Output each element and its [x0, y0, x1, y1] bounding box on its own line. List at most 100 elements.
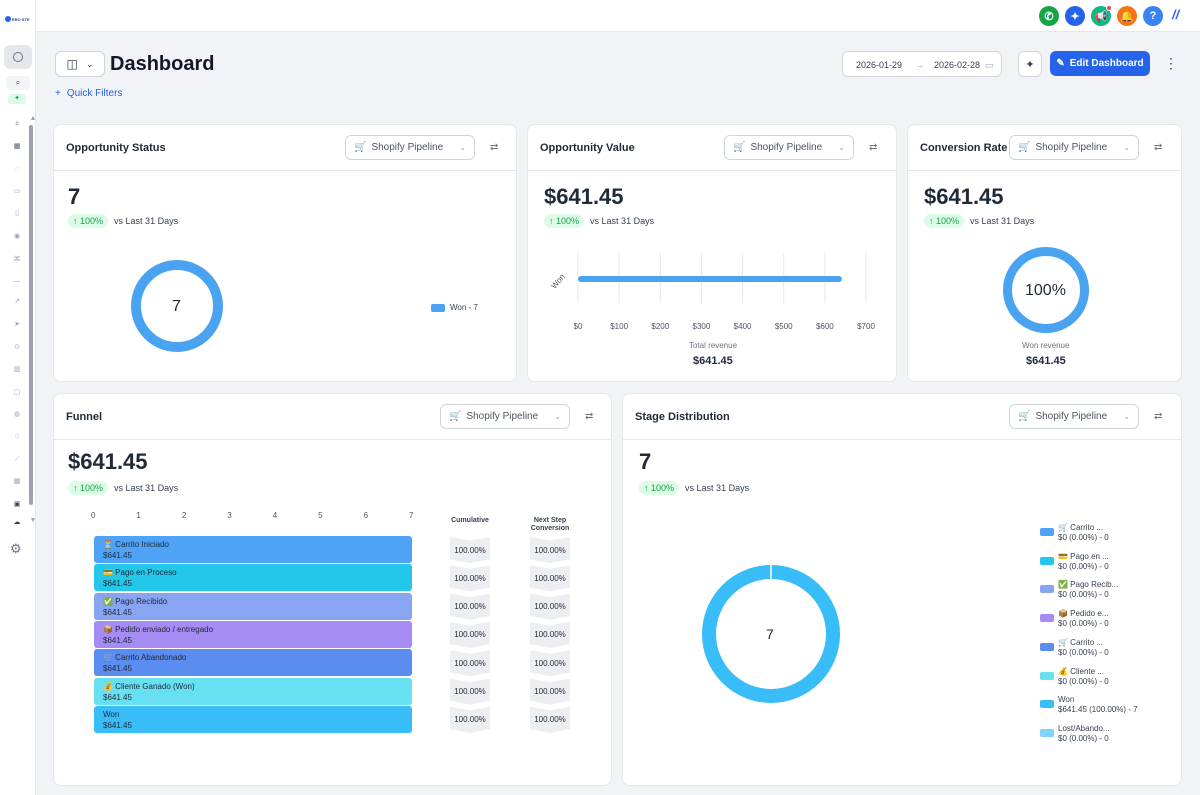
legend-item[interactable]: 💳 Pago en ... $0 (0.00%) - 0: [1040, 552, 1170, 574]
pipeline-select[interactable]: 🛒 Shopify Pipeline ⌄: [1009, 404, 1139, 429]
gear-icon[interactable]: ⚙: [10, 541, 22, 556]
memberships-icon[interactable]: ▥: [13, 366, 21, 373]
star-icon[interactable]: ☆: [13, 433, 21, 440]
sites-icon[interactable]: ⊙: [14, 344, 20, 351]
funnel-stage-bar[interactable]: 💳 Pago en Proceso $641.45: [94, 564, 412, 592]
pipeline-select[interactable]: 🛒 Shopify Pipeline ⌄: [1009, 135, 1139, 160]
opportunity-value-card: Opportunity Value 🛒 Shopify Pipeline ⌄ ⇄ $…: [527, 124, 897, 382]
dashboard-icon[interactable]: ▦: [13, 143, 21, 150]
calendar-icon[interactable]: ▭: [13, 188, 21, 195]
next-step-conversion-value: 100.00%: [530, 678, 570, 705]
funnel-stage-bar[interactable]: 📦 Pedido enviado / entregado $641.45: [94, 620, 412, 648]
pipeline-select[interactable]: 🛒 Shopify Pipeline ⌄: [724, 135, 854, 160]
help-icon[interactable]: ?: [1143, 6, 1163, 26]
magic-icon[interactable]: ✦: [1065, 6, 1085, 26]
legend-value: $0 (0.00%) - 0: [1058, 733, 1109, 743]
legend-item[interactable]: ✅ Pago Recib... $0 (0.00%) - 0: [1040, 580, 1170, 602]
funnel-stage-bar[interactable]: 💰 Cliente Ganado (Won) $641.45: [94, 677, 412, 705]
reputation-icon[interactable]: ◍: [13, 411, 21, 418]
legend-label: Won: [1058, 695, 1075, 705]
marketing-icon[interactable]: ↗: [14, 298, 20, 305]
x-tick-label: $600: [816, 322, 834, 331]
legend-item-won[interactable]: Won - 7: [431, 303, 478, 312]
legend-swatch: [431, 303, 445, 312]
contacts-icon[interactable]: ▯: [15, 210, 19, 217]
sidebar-scrollbar[interactable]: [29, 125, 33, 505]
next-step-conversion-value: 100.00%: [530, 621, 570, 648]
legend-item[interactable]: 📦 Pedido e... $0 (0.00%) - 0: [1040, 609, 1170, 631]
edit-dashboard-button[interactable]: ✎ Edit Dashboard: [1050, 51, 1150, 76]
quick-filters-label: Quick Filters: [66, 88, 123, 99]
donut-center-value: 100%: [1025, 282, 1066, 299]
legend-item[interactable]: 💰 Cliente ... $0 (0.00%) - 0: [1040, 667, 1170, 689]
filter-settings-icon[interactable]: ⇄: [1154, 142, 1163, 153]
conversations-icon[interactable]: ◌: [14, 166, 20, 173]
funnel-x-tick: 4: [272, 511, 278, 520]
app-marketplace-icon[interactable]: ▦: [13, 478, 21, 485]
funnel-stage-value: $641.45: [103, 635, 132, 645]
trend-label: vs Last 31 Days: [114, 216, 179, 226]
cumulative-value: 100.00%: [450, 565, 490, 592]
scroll-down-icon[interactable]: ▼: [29, 517, 37, 524]
funnel-x-tick: 6: [363, 511, 369, 520]
pipeline-select-value: Shopify Pipeline: [750, 142, 823, 153]
magic-wand-button[interactable]: ✦: [1018, 51, 1042, 77]
calendar-icon: ▭: [985, 60, 994, 70]
cloud-icon[interactable]: ☁: [13, 519, 21, 526]
rss-icon[interactable]: ▣: [13, 501, 21, 508]
cumulative-value: 100.00%: [450, 593, 490, 620]
bell-icon[interactable]: 🔔: [1117, 6, 1137, 26]
cart-icon: 🛒: [1018, 142, 1031, 153]
funnel-x-tick: 1: [136, 511, 141, 520]
funnel-stage-bar[interactable]: 🛒 Carrito Abandonado $641.45: [94, 649, 412, 677]
chevron-down-icon: ⌄: [838, 143, 845, 152]
trend-badge: ↑ 100%: [68, 214, 109, 228]
quick-filters-link[interactable]: + Quick Filters: [55, 88, 122, 99]
date-range-picker[interactable]: 2026-01-29 → 2026-02-28 ▭: [842, 51, 1002, 77]
legend-item[interactable]: 🛒 Carrito ... $0 (0.00%) - 0: [1040, 638, 1170, 660]
funnel-stage-bar[interactable]: Won $641.45: [94, 705, 412, 733]
profile-avatar[interactable]: [4, 45, 32, 69]
trend-indicator: ↑ 100% vs Last 31 Days: [924, 214, 1034, 228]
launch-icon[interactable]: ǂ: [14, 121, 20, 128]
x-tick-label: $200: [651, 322, 669, 331]
layout-toggle-button[interactable]: ◫ ⌄: [55, 51, 105, 77]
ai-spark-icon[interactable]: ✦: [8, 94, 26, 104]
legend-label: 🛒 Carrito ...: [1058, 523, 1104, 532]
legend-item[interactable]: Lost/Abando... $0 (0.00%) - 0: [1040, 724, 1170, 746]
opportunities-icon[interactable]: ◉: [13, 233, 21, 240]
card-divider: [908, 170, 1181, 171]
cart-icon: 🛒: [449, 411, 462, 422]
trend-indicator: ↑ 100% vs Last 31 Days: [544, 214, 654, 228]
bar-won: [578, 276, 842, 282]
trend-label: vs Last 31 Days: [970, 216, 1035, 226]
payments-icon[interactable]: ⌘: [13, 256, 21, 263]
card-title: Funnel: [66, 411, 103, 423]
logo[interactable]: ERO STE: [5, 16, 30, 22]
filter-settings-icon[interactable]: ⇄: [585, 411, 594, 422]
trend-badge: ↑ 100%: [639, 481, 680, 495]
donut-center-value: 7: [172, 298, 181, 315]
filter-settings-icon[interactable]: ⇄: [869, 142, 878, 153]
search-icon[interactable]: ⌕: [6, 76, 30, 90]
funnel-stage-value: $641.45: [103, 551, 132, 560]
pipeline-select[interactable]: 🛒 Shopify Pipeline ⌄: [440, 404, 570, 429]
filter-settings-icon[interactable]: ⇄: [1154, 411, 1163, 422]
pipeline-select[interactable]: 🛒 Shopify Pipeline ⌄: [345, 135, 475, 160]
legend-item[interactable]: 🛒 Carrito ... $0 (0.00%) - 0: [1040, 523, 1170, 545]
phone-icon[interactable]: ✆: [1039, 6, 1059, 26]
filter-settings-icon[interactable]: ⇄: [490, 142, 499, 153]
chevron-down-icon: ⌄: [85, 58, 94, 69]
megaphone-icon[interactable]: 📢: [1091, 5, 1112, 26]
more-options-icon[interactable]: ⋮: [1164, 55, 1178, 71]
brand-icon[interactable]: //: [1172, 7, 1180, 22]
scroll-up-icon[interactable]: ▲: [29, 115, 37, 122]
automation-icon[interactable]: ➤: [14, 321, 20, 328]
funnel-stage-bar[interactable]: ✅ Pago Recibido $641.45: [94, 592, 412, 620]
media-icon[interactable]: ▢: [13, 389, 21, 396]
funnel-stage-bar[interactable]: ⏳ Carrito Iniciado $641.45: [94, 536, 412, 563]
legend-item[interactable]: Won $641.45 (100.00%) - 7: [1040, 695, 1170, 717]
funnel-x-tick: 0: [91, 511, 96, 520]
trend-indicator: ↑ 100% vs Last 31 Days: [68, 214, 178, 228]
reporting-icon[interactable]: ⟋: [14, 456, 20, 463]
